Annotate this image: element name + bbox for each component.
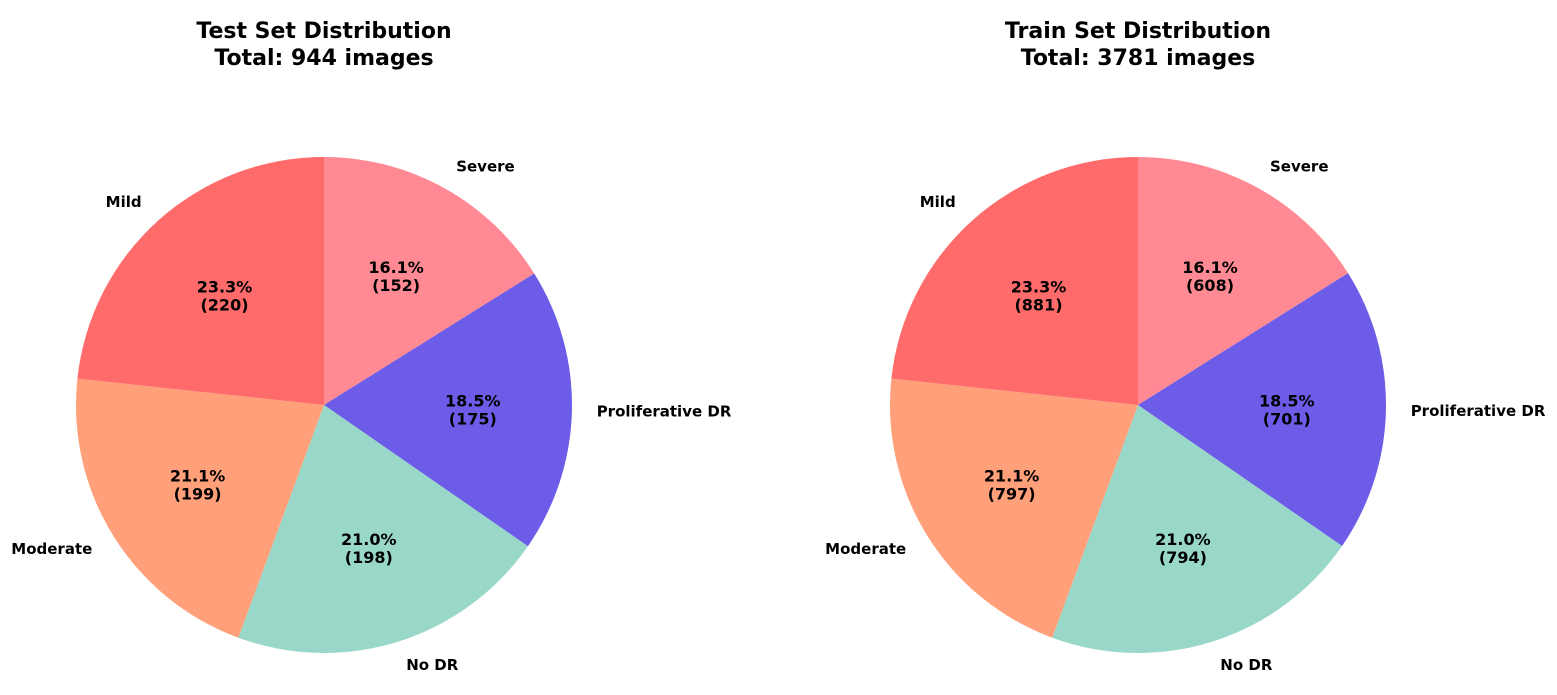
- pie-slice-mild: [77, 156, 325, 405]
- slice-count-label: (794): [1159, 548, 1207, 567]
- slice-count-label: (881): [1014, 295, 1062, 314]
- pie-labels: 16.1%(152) Severe 18.5%(175) Proliferative …: [11, 157, 732, 674]
- slice-category-label: No DR: [1220, 656, 1273, 674]
- slice-category-label: Moderate: [11, 540, 92, 558]
- chart-title: Train Set Distribution: [1004, 19, 1272, 44]
- pie-slice-no-dr: [1052, 405, 1343, 654]
- slice-count-label: (220): [200, 295, 248, 314]
- slice-count-label: (701): [1263, 409, 1311, 428]
- pie-svg: 16.1%(608) Severe 18.5%(701) Proliferative …: [825, 157, 1546, 674]
- pie-slice-proliferative-dr: [1138, 273, 1386, 546]
- slice-category-label: Mild: [106, 193, 142, 211]
- slice-category-label: Proliferative DR: [1411, 402, 1546, 420]
- slice-percent-label: 21.0%: [1155, 530, 1211, 549]
- slice-count-label: (199): [174, 485, 222, 504]
- slice-count-label: (152): [372, 276, 420, 295]
- slice-percent-label: 21.0%: [341, 530, 397, 549]
- slice-percent-label: 18.5%: [1259, 391, 1315, 410]
- chart-title: Test Set Distribution: [196, 19, 452, 44]
- slice-count-label: (175): [449, 410, 497, 429]
- pie-slice-moderate: [75, 378, 324, 638]
- test-set-pie-chart: Test Set Distribution Total: 944 images …: [0, 0, 778, 695]
- slice-percent-label: 21.1%: [170, 467, 226, 486]
- slice-category-label: Mild: [920, 193, 956, 211]
- pie-labels: 16.1%(608) Severe 18.5%(701) Proliferative …: [825, 157, 1546, 674]
- pie-slice-severe: [324, 157, 535, 405]
- slice-percent-label: 23.3%: [197, 277, 253, 296]
- slice-percent-label: 16.1%: [368, 258, 424, 277]
- slice-category-label: Severe: [456, 157, 515, 175]
- slice-count-label: (608): [1186, 276, 1234, 295]
- slice-category-label: Moderate: [825, 540, 906, 558]
- slice-percent-label: 21.1%: [984, 467, 1040, 486]
- slice-percent-label: 16.1%: [1182, 258, 1238, 277]
- pie-slice-mild: [891, 157, 1138, 405]
- chart-title-block: Train Set Distribution Total: 3781 image…: [814, 18, 1462, 72]
- chart-subtitle: Total: 3781 images: [1020, 46, 1256, 71]
- pie-svg: 16.1%(152) Severe 18.5%(175) Proliferative …: [11, 156, 732, 674]
- pie-slices: [75, 156, 572, 653]
- pie-slice-no-dr: [238, 405, 528, 653]
- chart-title-block: Test Set Distribution Total: 944 images: [0, 18, 648, 72]
- slice-category-label: Proliferative DR: [597, 402, 732, 420]
- slice-category-label: No DR: [406, 656, 459, 674]
- chart-subtitle: Total: 944 images: [214, 46, 434, 71]
- pie-slice-proliferative-dr: [324, 273, 572, 547]
- train-set-pie-chart: Train Set Distribution Total: 3781 image…: [814, 0, 1557, 695]
- slice-percent-label: 23.3%: [1011, 277, 1067, 296]
- pie-slice-moderate: [889, 378, 1138, 638]
- slice-count-label: (797): [988, 485, 1036, 504]
- slice-percent-label: 18.5%: [445, 392, 501, 411]
- pie-slices: [889, 157, 1386, 654]
- pie-slice-severe: [1138, 157, 1349, 405]
- slice-category-label: Severe: [1270, 157, 1329, 175]
- slice-count-label: (198): [345, 548, 393, 567]
